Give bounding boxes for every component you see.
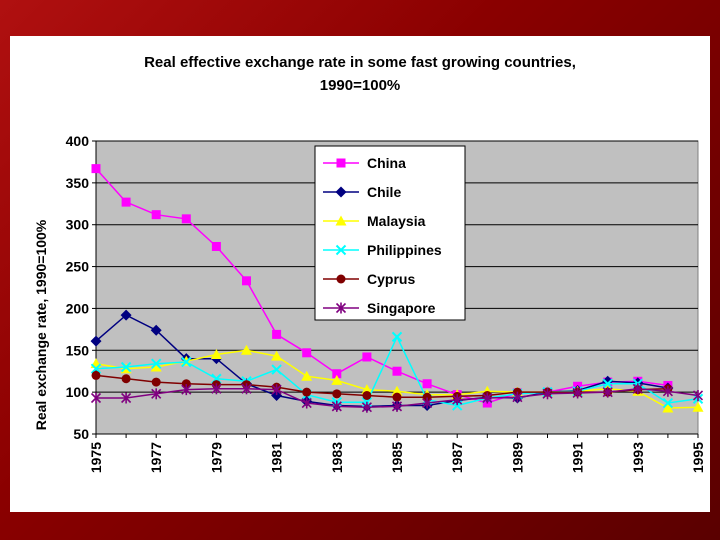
- y-tick-label: 300: [66, 217, 90, 233]
- y-tick-label: 350: [66, 175, 90, 191]
- x-tick-label: 1983: [329, 442, 345, 473]
- legend-label-cyprus: Cyprus: [367, 271, 415, 287]
- data-point-cyprus-1977: [152, 378, 161, 387]
- y-tick-label: 200: [66, 300, 90, 316]
- x-tick-label: 1993: [630, 442, 646, 473]
- data-point-china-1975: [92, 164, 101, 173]
- data-point-china-1984: [362, 352, 371, 361]
- y-tick-label: 50: [73, 426, 89, 442]
- data-point-cyprus-1984: [362, 391, 371, 400]
- x-tick-label: 1975: [88, 442, 104, 473]
- data-point-cyprus-1983: [332, 389, 341, 398]
- legend-marker-china: [337, 159, 346, 168]
- legend-label-chile: Chile: [367, 184, 401, 200]
- data-point-china-1985: [393, 367, 402, 376]
- chart-title-line1: Real effective exchange rate in some fas…: [144, 54, 576, 71]
- x-tick-label: 1979: [208, 442, 224, 473]
- data-point-china-1980: [242, 276, 251, 285]
- data-point-cyprus-1976: [122, 374, 131, 383]
- data-point-cyprus-1985: [393, 393, 402, 402]
- data-point-china-1986: [423, 379, 432, 388]
- legend-box: [315, 146, 465, 320]
- x-tick-label: 1991: [570, 442, 586, 473]
- y-tick-label: 150: [66, 342, 90, 358]
- x-tick-label: 1981: [269, 442, 285, 473]
- legend: China Chile Malaysia Philippines Cyprus Singa…: [315, 146, 465, 320]
- slide-background: Real effective exchange rate in some fas…: [0, 0, 720, 540]
- y-tick-label: 400: [66, 133, 90, 149]
- data-point-china-1982: [302, 348, 311, 357]
- data-point-china-1976: [122, 198, 131, 207]
- x-tick-label: 1989: [509, 442, 525, 473]
- chart-frame: Real effective exchange rate in some fas…: [10, 36, 710, 512]
- legend-label-china: China: [367, 155, 406, 171]
- legend-label-singapore: Singapore: [367, 300, 436, 316]
- line-chart: Real effective exchange rate in some fas…: [10, 36, 710, 512]
- y-axis-label: Real exchange rate, 1990=100%: [33, 219, 49, 430]
- data-point-cyprus-1975: [92, 371, 101, 380]
- data-point-china-1979: [212, 242, 221, 251]
- data-point-china-1977: [152, 210, 161, 219]
- y-tick-label: 250: [66, 259, 90, 275]
- x-tick-label: 1977: [148, 442, 164, 473]
- legend-marker-cyprus: [337, 275, 346, 284]
- legend-label-malaysia: Malaysia: [367, 213, 426, 229]
- data-point-cyprus-1982: [302, 388, 311, 397]
- chart-title-line2: 1990=100%: [320, 77, 401, 94]
- legend-label-philippines: Philippines: [367, 242, 442, 258]
- x-tick-label: 1987: [449, 442, 465, 473]
- data-point-china-1978: [182, 214, 191, 223]
- y-tick-label: 100: [66, 384, 90, 400]
- x-tick-label: 1985: [389, 442, 405, 473]
- data-point-china-1981: [272, 330, 281, 339]
- x-tick-label: 1995: [690, 442, 706, 473]
